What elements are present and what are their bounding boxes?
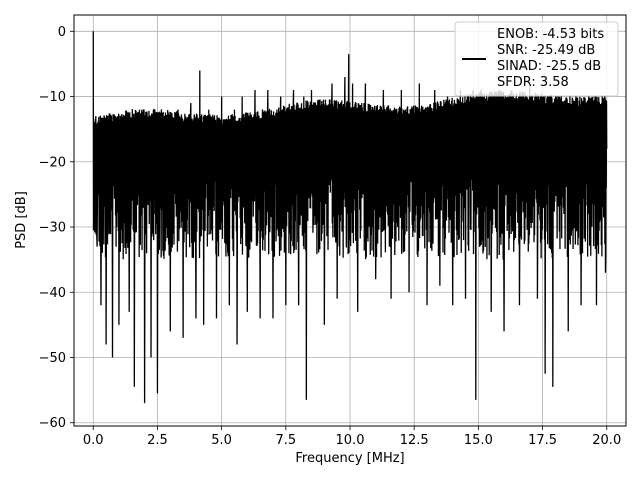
x-tick-label: 2.5 (147, 433, 168, 448)
y-tick-label: −30 (39, 221, 66, 236)
x-tick-label: 5.0 (211, 433, 232, 448)
y-axis-label: PSD [dB] (14, 191, 29, 249)
legend-snr: SNR: -25.49 dB (497, 43, 595, 58)
y-axis-ticks: 0 −10 −20 −30 −40 −50 −60 (39, 25, 74, 431)
x-tick-label: 0.0 (83, 433, 104, 448)
x-tick-label: 15.0 (464, 433, 493, 448)
legend: ENOB: -4.53 bits SNR: -25.49 dB SINAD: -… (454, 21, 619, 97)
x-axis-ticks: 0.0 2.5 5.0 7.5 10.0 12.5 15.0 17.5 20.0 (83, 426, 621, 448)
x-tick-label: 17.5 (528, 433, 557, 448)
x-tick-label: 12.5 (400, 433, 429, 448)
legend-sfdr: SFDR: 3.58 (497, 75, 569, 90)
y-tick-label: −10 (39, 90, 66, 105)
y-tick-label: −20 (39, 155, 66, 170)
x-tick-label: 7.5 (275, 433, 296, 448)
legend-sinad: SINAD: -25.5 dB (497, 59, 601, 74)
x-axis-label: Frequency [MHz] (295, 451, 404, 466)
legend-enob: ENOB: -4.53 bits (497, 27, 604, 42)
x-tick-label: 10.0 (336, 433, 365, 448)
legend-box (454, 21, 619, 97)
y-tick-label: −50 (39, 351, 66, 366)
y-tick-label: −60 (39, 416, 66, 431)
x-tick-label: 20.0 (592, 433, 621, 448)
y-tick-label: 0 (58, 25, 66, 40)
y-tick-label: −40 (39, 286, 66, 301)
